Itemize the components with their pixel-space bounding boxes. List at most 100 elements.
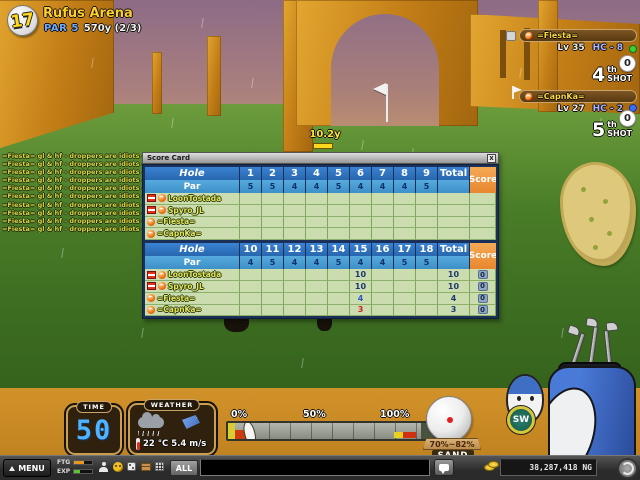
rain-cloud-icon: [138, 412, 164, 436]
chat-input[interactable]: [200, 459, 430, 476]
power-label-0: 0%: [231, 409, 248, 420]
hole-score-cell: [328, 193, 350, 205]
hole-score-cell: [284, 216, 306, 229]
scorecard-player-row: Spyro_JL: [145, 204, 240, 217]
hole-score-cell: [416, 280, 438, 293]
par-value: 5: [394, 256, 416, 270]
hole-number-header: 17: [394, 243, 416, 257]
hole-score-cell: [350, 228, 372, 241]
emotion-icon[interactable]: [111, 458, 124, 475]
hole-score-cell: 4: [350, 292, 372, 305]
friends-icon[interactable]: [97, 458, 110, 475]
hole-score-cell: [394, 280, 416, 293]
hole-number-header: 14: [328, 243, 350, 257]
relative-score-cell: [470, 193, 496, 205]
stone-pillar: [207, 36, 221, 116]
par-value: 5: [328, 256, 350, 270]
hole-score-cell: [416, 193, 438, 205]
hole-score-cell: [306, 280, 328, 293]
dice-icon[interactable]: [125, 458, 138, 475]
scorecard-grid-icon[interactable]: [153, 458, 166, 475]
relative-score-chip: 0: [477, 293, 488, 303]
scorecard-front-nine-table: Hole 1 2 3 4 5 6 7 8 9 Total Score Par 5 5 4 4 5 4 4 4 5 LoonT…: [145, 167, 496, 241]
hole-score-cell: [240, 216, 262, 229]
hole-number-header: 5: [328, 167, 350, 180]
player-name-bar: =Fiesta=: [519, 29, 637, 42]
hole-score-cell: [240, 269, 262, 281]
relative-score-cell: 0: [470, 292, 496, 305]
distance-marker-label: 10.2y: [309, 129, 341, 140]
hole-number-header: 16: [372, 243, 394, 257]
hole-number: 17: [9, 8, 36, 33]
total-score-value: 3: [450, 305, 457, 315]
par-value: 5: [262, 256, 284, 270]
chat-channel-button[interactable]: ALL: [170, 460, 198, 476]
par-value: 5: [416, 256, 438, 270]
hole-score-cell: [416, 228, 438, 241]
hole-number-header: 7: [372, 167, 394, 180]
scorecard-back-nine-table: Hole 10 11 12 13 14 15 16 17 18 Total Score Par 4 5 4 4 5…: [145, 243, 496, 317]
player-level-line: Lv 35 HC - 8: [505, 43, 623, 53]
hole-number-header: 1: [240, 167, 262, 180]
par-value: 4: [284, 256, 306, 270]
scorecard-player-row: =Fiesta=: [145, 292, 240, 305]
exp-gauge: EXP: [57, 468, 93, 475]
player-level-line: Lv 27 HC - 2: [505, 104, 623, 114]
flag-marker-icon: [513, 86, 522, 93]
hole-score-cell: 10: [350, 280, 372, 293]
golf-club-head: [605, 321, 619, 332]
refresh-round-button[interactable]: [617, 458, 638, 479]
hole-score-cell: [394, 204, 416, 217]
item-box-icon[interactable]: [139, 458, 152, 475]
chat-message: =Fiesta= gl & hf - droppers are idiots =…: [2, 176, 143, 185]
hole-score-cell: 3: [350, 304, 372, 317]
scorecard-player-name: Spyro_JL: [168, 281, 204, 291]
hole-number-header: 2: [262, 167, 284, 180]
player-level: Lv 35: [557, 43, 585, 53]
scorecard-player-name: =Fiesta=: [157, 217, 196, 227]
arch-opening: [331, 14, 439, 126]
hole-number-header: 10: [240, 243, 262, 257]
total-header: Total: [438, 243, 470, 257]
pangya-ball-icon: [525, 92, 533, 101]
hole-score-cell: [240, 292, 262, 305]
selected-club-badge[interactable]: SW: [506, 405, 536, 435]
power-gauge-bar[interactable]: [226, 421, 436, 441]
par-value: 5: [416, 180, 438, 193]
hole-score-cell: [240, 280, 262, 293]
hole-score-cell: [394, 228, 416, 241]
par-value: 4: [350, 256, 372, 270]
par-label: PAR 5: [44, 23, 79, 34]
menu-button[interactable]: MENU: [3, 459, 51, 477]
hole-score-cell: [372, 280, 394, 293]
power-label-50: 50%: [303, 409, 326, 420]
hole-score-cell: [306, 228, 328, 241]
hole-score-cell: [240, 193, 262, 205]
pangya-ball-icon: [147, 294, 155, 303]
hole-number-header: 12: [284, 243, 306, 257]
shot-number: 5: [592, 119, 606, 141]
hole-score-cell: [416, 292, 438, 305]
close-icon[interactable]: x: [487, 153, 496, 163]
chat-bubble-button[interactable]: [434, 459, 454, 476]
scorecard-player-row: =CapnKa=: [145, 228, 240, 241]
par-total-empty: [438, 180, 470, 193]
par-value: 4: [240, 256, 262, 270]
total-score-cell: 10: [438, 269, 470, 281]
par-value: 4: [394, 180, 416, 193]
hole-score-cell: [350, 204, 372, 217]
total-score-cell: [438, 204, 470, 217]
hole-number-header: 18: [416, 243, 438, 257]
pin-flag-pole: [386, 84, 388, 122]
pangya-ball-icon: [147, 305, 155, 314]
hole-par-distance: PAR 5 570y (2/3): [44, 23, 141, 34]
hole-score-cell: [372, 204, 394, 217]
chat-message: =Fiesta= gl & hf - droppers are idiots =…: [2, 192, 143, 201]
waiting-icon: [506, 31, 516, 41]
weather-readout: 22 °C 5.4 m/s: [136, 438, 206, 450]
thermometer-icon: [136, 438, 140, 450]
scorecard-player-row: LoonTostada: [145, 269, 240, 281]
par-value: 5: [328, 180, 350, 193]
chat-message: =Fiesta= gl & hf - droppers are idiots =…: [2, 224, 143, 233]
scorecard-player-name: LoonTostada: [168, 193, 222, 203]
